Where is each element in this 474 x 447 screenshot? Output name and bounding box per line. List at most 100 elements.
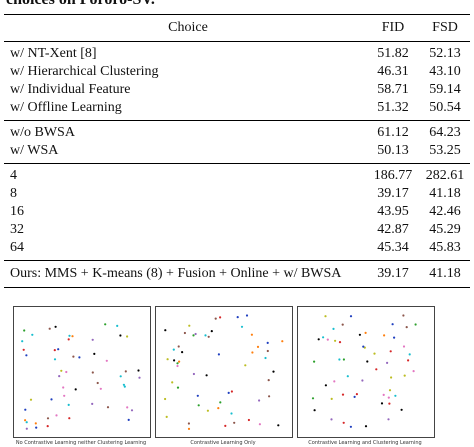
header-fid: FID [381,20,405,35]
scatter-point [338,341,342,344]
scatter-point [65,370,68,374]
scatter-point [272,370,275,373]
cell-fsd: 282.61 [425,168,465,183]
scatter-point [165,415,168,418]
scatter-point [375,368,378,371]
scatter-point [72,355,75,358]
cell-choice: w/ Individual Feature [10,82,131,97]
table-header-row: Choice FID FSD [4,14,470,42]
table-row: w/ NT-Xent [8] 51.82 52.13 [4,42,470,64]
scatter-point [21,340,24,343]
cell-fid: 186.77 [373,168,413,183]
scatter-point [67,403,70,406]
scatter-point [317,338,320,341]
scatter-point [48,327,51,330]
cell-fsd: 43.10 [429,64,461,79]
scatter-point [403,374,406,377]
cell-choice: Ours: MMS + K-means (8) + Fusion + Onlin… [10,266,342,281]
scatter-point [206,409,209,412]
scatter-point [342,421,345,424]
scatter-point [91,402,94,405]
scatter-point [119,334,122,337]
scatter-point [24,419,27,422]
scatter-point [355,393,358,396]
scatter-point [99,387,102,390]
scatter-point [176,364,179,368]
scatter-point [236,316,239,319]
scatter-point [264,356,267,360]
scatter-point [171,381,174,384]
scatter-point [58,375,61,378]
scatter-point [197,404,200,407]
header-choice: Choice [168,20,208,35]
scatter-point [31,333,34,336]
scatter-panel-no-learning [13,306,151,438]
scatter-point [256,345,260,348]
scatter-point [313,409,316,412]
scatter-point [105,359,108,362]
scatter-plot [21,323,141,430]
scatter-point [227,391,230,394]
scatter-point [266,341,269,344]
scatter-point [386,361,389,364]
scatter-point [400,408,403,411]
scatter-point [407,359,410,362]
scatter-point [210,330,213,333]
cell-choice: w/ Offline Learning [10,100,122,115]
scatter-point [138,376,141,379]
scatter-point [346,375,349,378]
scatter-point [177,345,180,348]
scatter-point [342,358,345,361]
scatter-point [106,406,110,409]
scatter-point [176,386,180,389]
cell-choice: 32 [10,222,24,237]
scatter-point [207,335,210,338]
scatter-point [46,417,50,420]
scatter-point [383,334,386,337]
scatter-point [164,329,167,332]
scatter-point [24,408,27,411]
scatter-point [173,359,176,362]
scatter-point [126,406,129,409]
scatter-point [35,426,38,429]
cell-fsd: 45.83 [429,240,461,255]
scatter-point [233,421,236,424]
scatter-point [127,418,130,421]
cell-fid: 43.95 [377,204,409,219]
table-row: w/ Hierarchical Clustering 46.31 43.10 [4,63,470,81]
cell-fid: 51.82 [377,46,409,61]
table-row-final: Ours: MMS + K-means (8) + Fusion + Onlin… [4,261,470,288]
table-row: 4 186.77 282.61 [4,164,470,186]
scatter-point [332,327,335,330]
scatter-point [380,402,384,405]
scatter-point [187,427,191,430]
scatter-point [22,348,25,351]
scatter-point [57,348,60,351]
scatter-point [393,336,396,339]
scatter-point [166,358,169,361]
group-loss-variants: w/ NT-Xent [8] 51.82 52.13 w/ Hierarchic… [4,42,470,121]
scatter-point [244,364,247,367]
scatter-point [130,409,134,412]
scatter-panel-contrastive-clustering [297,306,435,438]
cell-fsd: 59.14 [429,82,461,97]
scatter-point [205,374,208,377]
cell-fsd: 42.46 [429,204,461,219]
tsne-figure: No Contrastive Learning neither Clusteri… [13,306,435,447]
scatter-point [71,335,74,338]
scatter-point [390,376,393,379]
scatter-point [405,326,408,329]
scatter-point [281,340,284,343]
scatter-point [74,388,77,391]
scatter-point [25,421,28,424]
scatter-point [219,401,222,404]
scatter-point [353,395,356,398]
scatter-point [349,425,352,428]
group-attention-variants: w/o BWSA 61.12 64.23 w/ WSA 50.13 53.25 [4,120,470,164]
scatter-point [91,371,94,374]
scatter-point [187,422,190,425]
scatter-point [267,379,270,382]
scatter-point [25,354,28,357]
panel-caption: No Contrastive Learning neither Clusteri… [15,440,147,446]
scatter-point [137,369,140,372]
